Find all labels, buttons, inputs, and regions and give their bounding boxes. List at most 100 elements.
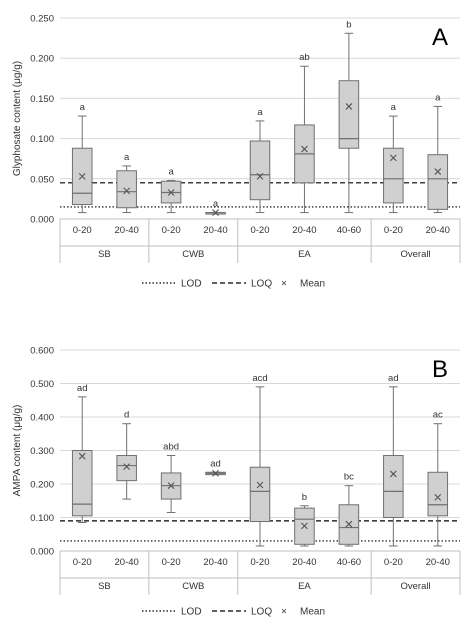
panel-a-category-label: 20-40 [426, 225, 450, 236]
panel-a-legend-mean-label: Mean [300, 279, 325, 290]
significance-label: b [346, 19, 351, 30]
mean-marker [256, 172, 264, 180]
panel-b-ytick-label: 0.500 [30, 379, 54, 390]
mean-marker [434, 168, 442, 175]
box-iqr [427, 154, 449, 210]
mean-marker [78, 172, 86, 180]
mean-marker [123, 187, 131, 195]
box-iqr [338, 80, 360, 149]
panel-b-group-label: Overall [401, 581, 431, 592]
panel-a-category-label: 20-40 [203, 225, 227, 236]
significance-label: a [391, 102, 397, 113]
panel-a-box-ea-20-40: ab [294, 52, 315, 214]
box-iqr [249, 140, 271, 201]
panel-b-category-label: 0-20 [162, 557, 181, 568]
panel-a-panel-letter: A [432, 24, 448, 51]
panel-b-group-label: EA [298, 581, 311, 592]
mean-marker [212, 469, 219, 477]
panel-a-box-cwb-0-20: a [160, 166, 182, 214]
panel-b-ytick-label: 0.100 [30, 513, 54, 524]
significance-label: a [80, 102, 86, 113]
panel-b-box-overall-0-20: ad [383, 373, 404, 547]
panel-a-ytick-label: 0.150 [30, 94, 54, 105]
panel-b-category-label: 20-40 [426, 557, 450, 568]
significance-label: a [124, 152, 130, 163]
mean-marker [345, 520, 353, 528]
panel-a-group-label: Overall [401, 249, 431, 260]
panel-b-legend: LOD LOQ × Mean [142, 607, 325, 618]
mean-marker [256, 481, 264, 489]
panel-b-category-label: 40-60 [337, 557, 361, 568]
significance-label: a [257, 107, 263, 118]
panel-a-category-label: 40-60 [337, 225, 361, 236]
panel-a-glyphosate-chart: 0.000 0.050 0.100 0.150 0.200 0.250 Glyphosate… [12, 14, 461, 263]
mean-marker [389, 154, 397, 162]
panel-b-category-label: 0-20 [384, 557, 403, 568]
panel-b-ytick-label: 0.200 [30, 480, 54, 491]
mean-marker [78, 452, 86, 460]
panel-b-legend-mean-marker: × [281, 607, 287, 618]
significance-label: a [213, 199, 219, 210]
panel-a-box-overall-20-40: a [427, 92, 449, 214]
mean-marker [167, 482, 175, 490]
box-iqr [249, 466, 271, 523]
box-iqr [116, 170, 137, 209]
panel-b-category-label: 20-40 [115, 557, 139, 568]
panel-a-group-label: EA [298, 249, 311, 260]
panel-b-legend-lod-label: LOD [181, 607, 202, 618]
panel-b-box-cwb-20-40: ad [205, 458, 226, 477]
panel-b-box-sb-20-40: d [116, 410, 137, 500]
panel-a-legend: LOD LOQ × Mean [142, 279, 325, 290]
panel-b-y-axis-title: AMPA content (μg/g) [12, 405, 23, 497]
panel-a-legend-loq-label: LOQ [251, 279, 272, 290]
mean-marker [389, 470, 397, 478]
panel-a-ytick-label: 0.250 [30, 14, 54, 25]
significance-label: a [435, 92, 441, 103]
panel-a-legend-mean-marker: × [281, 279, 287, 290]
mean-marker [301, 145, 308, 153]
panel-b-panel-letter: B [432, 356, 448, 383]
panel-a-ytick-label: 0.050 [30, 174, 54, 185]
panel-b-group-label: CWB [182, 581, 204, 592]
panel-a-ytick-label: 0.200 [30, 54, 54, 65]
box-iqr [383, 455, 404, 518]
panel-b-box-sb-0-20: ad [71, 383, 93, 524]
panel-b-category-label: 20-40 [203, 557, 227, 568]
panel-b-ytick-label: 0.300 [30, 446, 54, 457]
significance-label: b [302, 492, 307, 503]
panel-b-legend-mean-label: Mean [300, 607, 325, 618]
panel-b-box-ea-20-40: b [294, 492, 315, 547]
mean-marker [434, 494, 442, 501]
panel-a-box-cwb-20-40: a [205, 199, 226, 216]
panel-a-group-label: SB [98, 249, 111, 260]
panel-b-group-label: SB [98, 581, 111, 592]
significance-label: abd [163, 442, 179, 453]
panel-a-box-overall-0-20: a [383, 102, 404, 214]
mean-marker [301, 522, 308, 530]
panel-a-category-label: 20-40 [292, 225, 316, 236]
significance-label: d [124, 410, 129, 421]
panel-b-category-label: 0-20 [73, 557, 92, 568]
panel-b-ytick-label: 0.400 [30, 413, 54, 424]
panel-b-category-label: 0-20 [250, 557, 269, 568]
significance-label: ab [299, 52, 310, 63]
panel-b-box-ea-40-60: bc [338, 472, 360, 547]
panel-b-legend-loq-label: LOQ [251, 607, 272, 618]
significance-label: a [168, 166, 174, 177]
panel-b-category-label: 20-40 [292, 557, 316, 568]
panel-a-box-sb-20-40: a [116, 152, 137, 214]
mean-marker [345, 103, 353, 110]
significance-label: ad [388, 373, 399, 384]
panel-b-ampa-chart: 0.000 0.100 0.200 0.300 0.400 0.500 0.600 AMPA … [12, 346, 461, 595]
panel-b-box-overall-20-40: ac [427, 410, 449, 547]
panel-a-category-label: 20-40 [115, 225, 139, 236]
panel-b-box-cwb-0-20: abd [160, 442, 182, 513]
significance-label: ad [210, 458, 221, 469]
box-iqr [383, 147, 404, 204]
panel-a-legend-lod-label: LOD [181, 279, 202, 290]
panel-a-category-label: 0-20 [250, 225, 269, 236]
panel-a-category-label: 0-20 [162, 225, 181, 236]
box-iqr [71, 450, 93, 517]
panel-b-ytick-label: 0.000 [30, 547, 54, 558]
significance-label: ac [433, 410, 443, 421]
